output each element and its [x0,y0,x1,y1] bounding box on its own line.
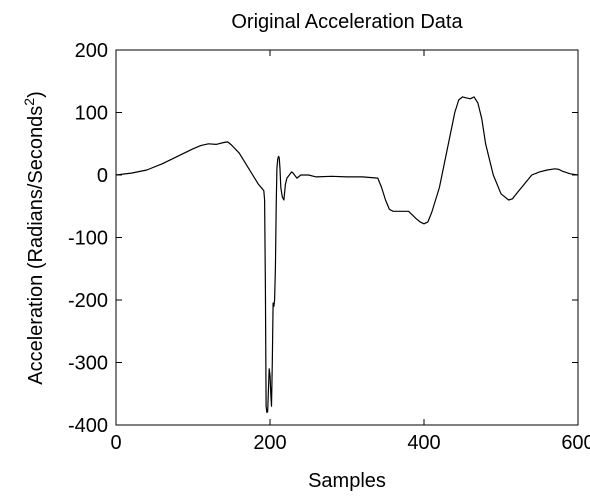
y-tick-label: -200 [68,290,108,312]
x-axis: 0 200 400 600 [110,50,590,454]
y-tick-label: -300 [68,353,108,375]
y-tick-label: -100 [68,228,108,250]
x-axis-title: Samples [308,470,386,492]
series-line-acceleration [115,96,579,414]
y-axis-title-superscript: 2 [21,98,37,106]
x-tick-label: 0 [110,432,121,454]
plot-frame [115,49,579,426]
x-tick-label: 600 [561,432,590,454]
x-tick-label: 200 [253,432,286,454]
y-tick-label: -400 [68,415,108,437]
x-tick-label: 400 [407,432,440,454]
y-axis-title-main: Acceleration (Radians/Seconds [25,106,47,385]
y-axis-title-suffix: ) [25,91,47,98]
y-tick-label: 0 [97,165,108,187]
chart-title: Original Acceleration Data [231,11,463,33]
y-tick-label: 100 [75,103,108,125]
y-axis: 200 100 0 -100 -200 -300 -400 [68,40,578,437]
y-tick-label: 200 [75,40,108,62]
y-axis-title: Acceleration (Radians/Seconds2) [21,91,47,385]
